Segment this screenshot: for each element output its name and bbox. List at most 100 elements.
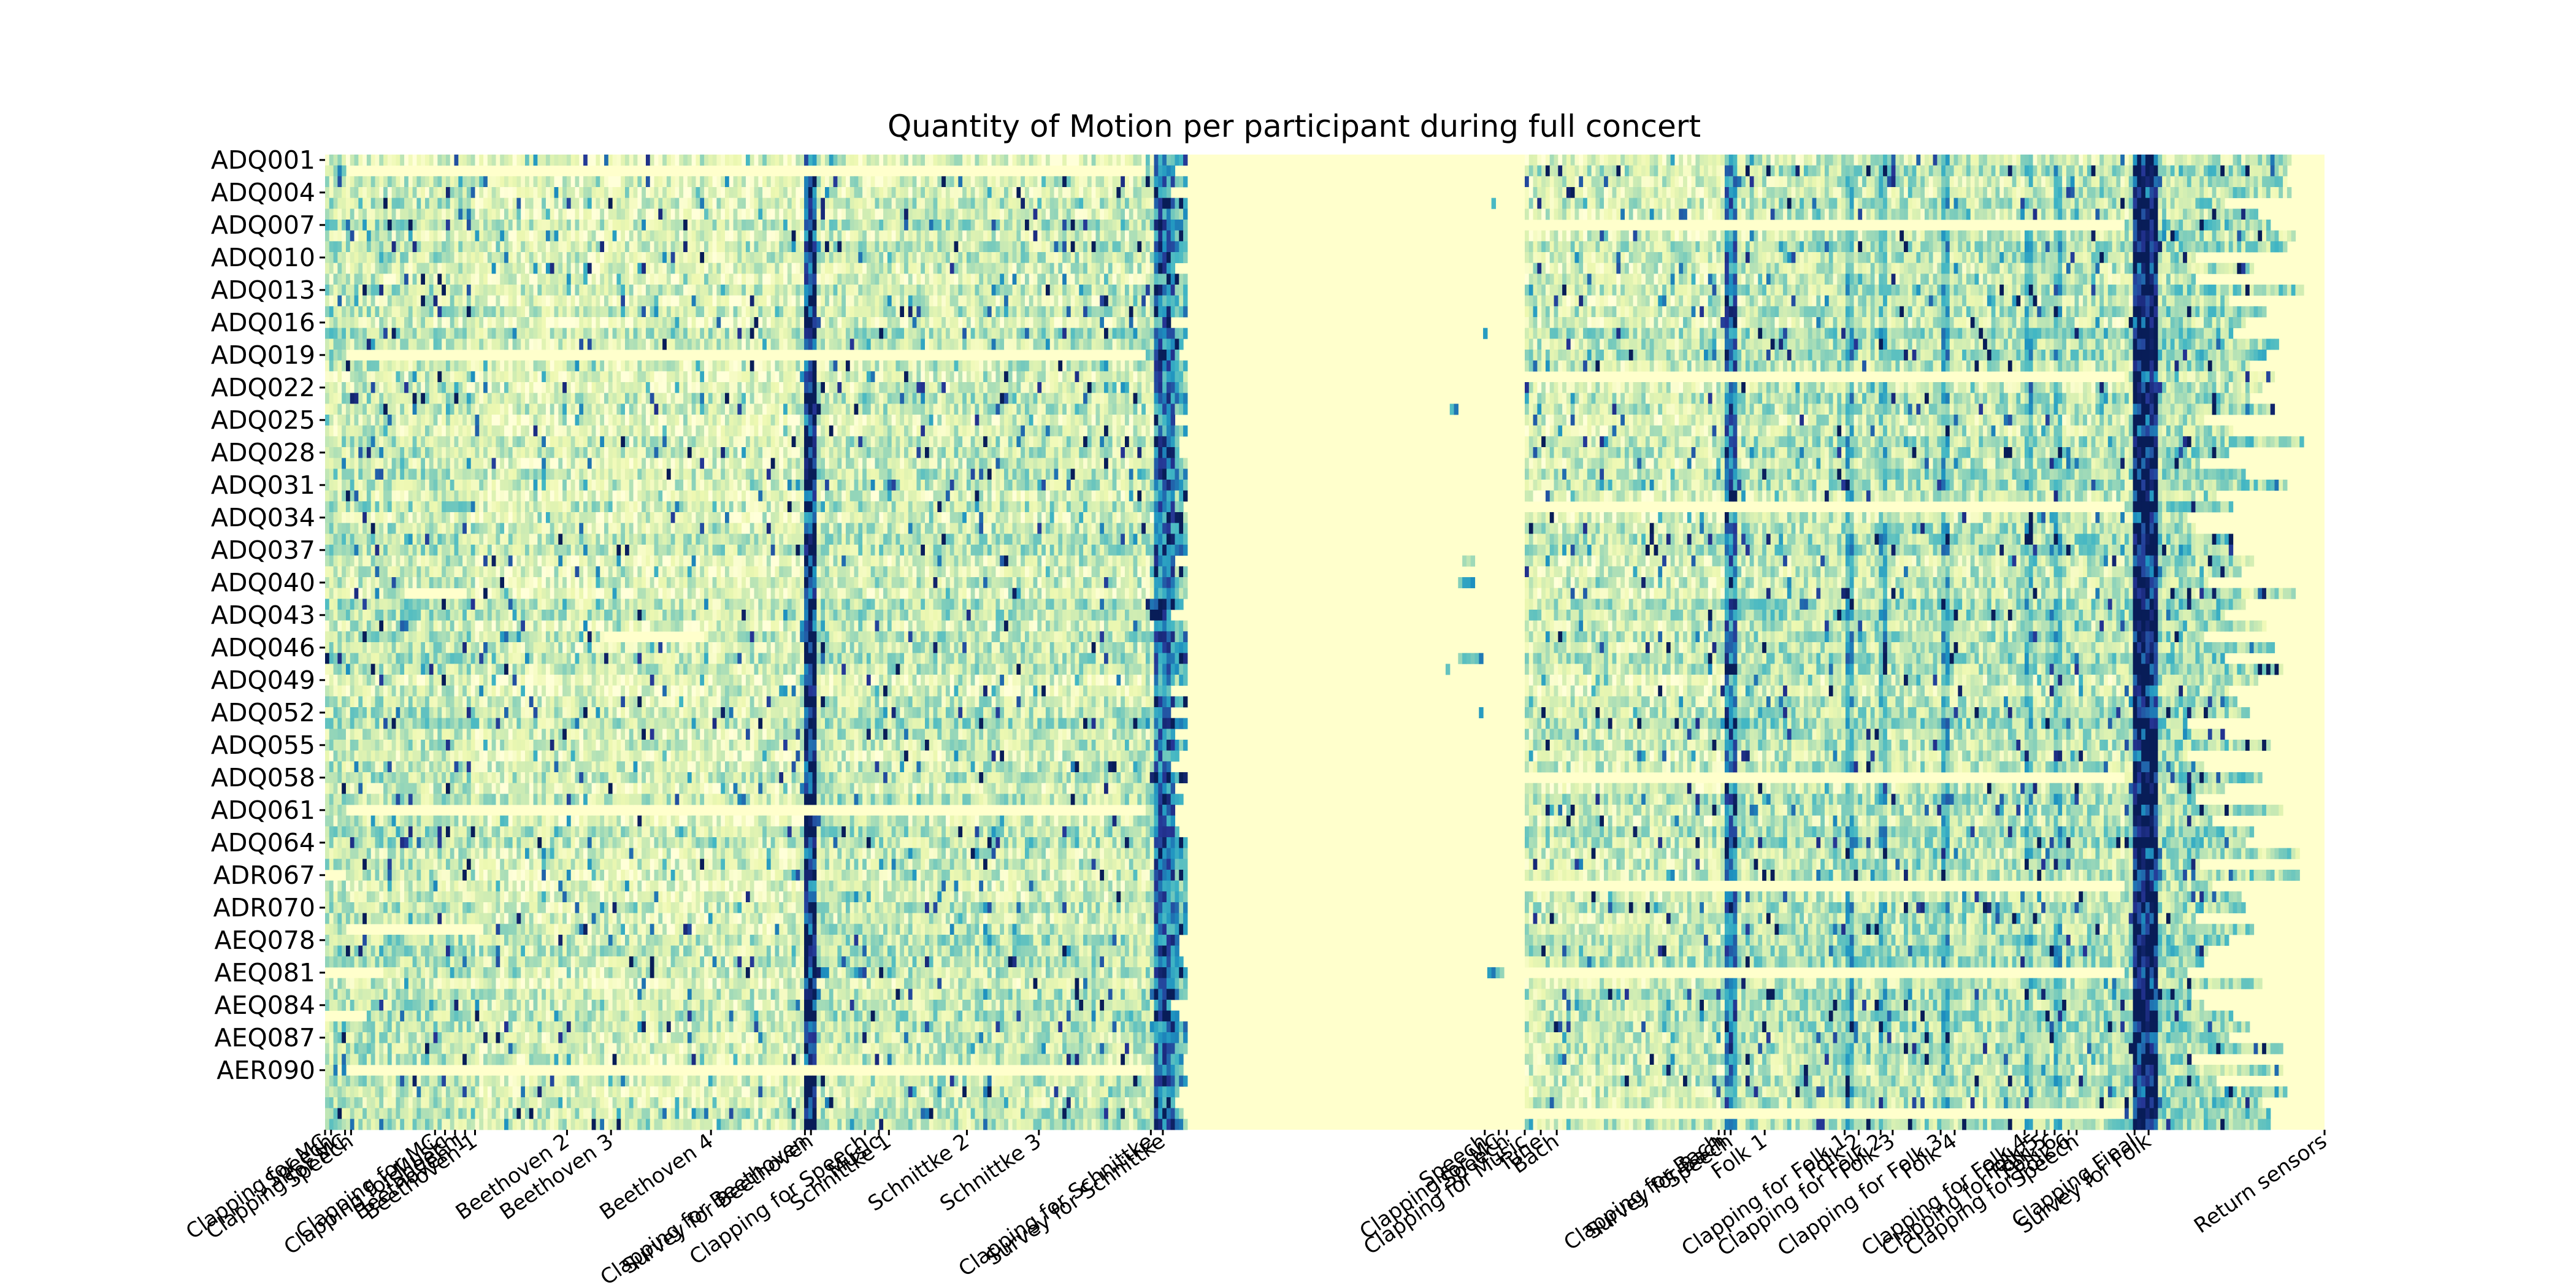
heatmap-cell: [525, 220, 529, 231]
heatmap-cell: [588, 241, 592, 252]
heatmap-cell: [383, 296, 388, 307]
heatmap-cell: [637, 198, 642, 209]
heatmap-cell: [837, 285, 841, 296]
heatmap-cell: [1792, 209, 1796, 220]
heatmap-cell: [1167, 263, 1171, 274]
heatmap-cell: [1537, 263, 1541, 274]
heatmap-cell: [1025, 285, 1029, 296]
heatmap-cell: [979, 198, 983, 209]
heatmap-cell: [908, 209, 913, 220]
heatmap-cell: [1945, 263, 1950, 274]
heatmap-cell: [2258, 285, 2262, 296]
heatmap-cell: [1000, 231, 1004, 242]
heatmap-cell: [1033, 176, 1038, 187]
heatmap-cell: [1816, 263, 1820, 274]
heatmap-cell: [1837, 166, 1841, 177]
heatmap-cell: [2208, 285, 2212, 296]
heatmap-cell: [725, 252, 729, 263]
heatmap-cell: [1916, 176, 1920, 187]
heatmap-cell: [2191, 285, 2196, 296]
heatmap-cell: [708, 241, 713, 252]
heatmap-cell: [1820, 231, 1825, 242]
heatmap-cell: [2071, 198, 2075, 209]
heatmap-cell: [683, 285, 688, 296]
heatmap-cell: [1021, 241, 1025, 252]
heatmap-cell: [1875, 285, 1879, 296]
heatmap-cell: [388, 176, 392, 187]
heatmap-cell: [900, 209, 904, 220]
heatmap-cell: [642, 252, 646, 263]
heatmap-cell: [629, 252, 634, 263]
heatmap-cell: [2166, 285, 2171, 296]
heatmap-cell: [792, 220, 796, 231]
heatmap-cell: [1704, 252, 1708, 263]
heatmap-cell: [562, 241, 567, 252]
heatmap-cell: [1079, 155, 1083, 166]
heatmap-cell: [1541, 285, 1546, 296]
heatmap-cell: [837, 263, 841, 274]
heatmap-cell: [1075, 285, 1079, 296]
heatmap-cell: [804, 285, 808, 296]
heatmap-cell: [2137, 198, 2141, 209]
heatmap-cell: [1616, 155, 1620, 166]
heatmap-cell: [458, 176, 462, 187]
heatmap-cell: [1146, 285, 1150, 296]
heatmap-cell: [1958, 296, 1962, 307]
heatmap-cell: [1795, 166, 1800, 177]
heatmap-cell: [875, 274, 880, 285]
heatmap-cell: [1625, 209, 1629, 220]
heatmap-cell: [1766, 166, 1771, 177]
heatmap-cell: [1792, 155, 1796, 166]
heatmap-cell: [975, 187, 979, 198]
heatmap-cell: [1616, 198, 1620, 209]
heatmap-cell: [1554, 263, 1558, 274]
heatmap-cell: [350, 241, 355, 252]
heatmap-cell: [2258, 241, 2262, 252]
heatmap-cell: [808, 209, 813, 220]
heatmap-cell: [592, 274, 596, 285]
heatmap-cell: [975, 241, 979, 252]
heatmap-cell: [2216, 166, 2220, 177]
heatmap-cell: [1092, 187, 1096, 198]
heatmap-cell: [1058, 252, 1062, 263]
heatmap-cell: [613, 176, 617, 187]
heatmap-cell: [425, 187, 429, 198]
heatmap-cell: [2162, 220, 2166, 231]
heatmap-cell: [1720, 209, 1725, 220]
heatmap-cell: [1716, 274, 1720, 285]
heatmap-cell: [1783, 198, 1787, 209]
heatmap-cell: [442, 285, 446, 296]
heatmap-cell: [1933, 241, 1938, 252]
heatmap-cell: [1937, 263, 1941, 274]
heatmap-cell: [1899, 252, 1904, 263]
heatmap-cell: [792, 252, 796, 263]
heatmap-cell: [2220, 285, 2225, 296]
heatmap-cell: [2204, 231, 2208, 242]
heatmap-cell: [1087, 241, 1092, 252]
heatmap-cell: [2083, 176, 2087, 187]
heatmap-cell: [1625, 231, 1629, 242]
heatmap-cell: [2250, 220, 2254, 231]
heatmap-cell: [1741, 252, 1746, 263]
heatmap-cell: [1683, 166, 1687, 177]
heatmap-cell: [825, 252, 829, 263]
heatmap-cell: [1941, 252, 1945, 263]
heatmap-cell: [2029, 176, 2033, 187]
heatmap-cell: [1854, 166, 1858, 177]
heatmap-cell: [1079, 220, 1083, 231]
heatmap-cell: [767, 252, 771, 263]
heatmap-cell: [1141, 176, 1146, 187]
heatmap-cell: [1108, 296, 1113, 307]
heatmap-cell: [1162, 274, 1167, 285]
heatmap-cell: [779, 241, 783, 252]
heatmap-cell: [1537, 187, 1541, 198]
heatmap-cell: [1887, 274, 1892, 285]
heatmap-cell: [488, 241, 492, 252]
heatmap-cell: [2212, 198, 2217, 209]
heatmap-cell: [1116, 198, 1121, 209]
heatmap-cell: [2091, 187, 2096, 198]
heatmap-cell: [500, 209, 504, 220]
heatmap-cell: [2275, 176, 2279, 187]
heatmap-cell: [1571, 252, 1575, 263]
heatmap-cell: [1592, 198, 1596, 209]
